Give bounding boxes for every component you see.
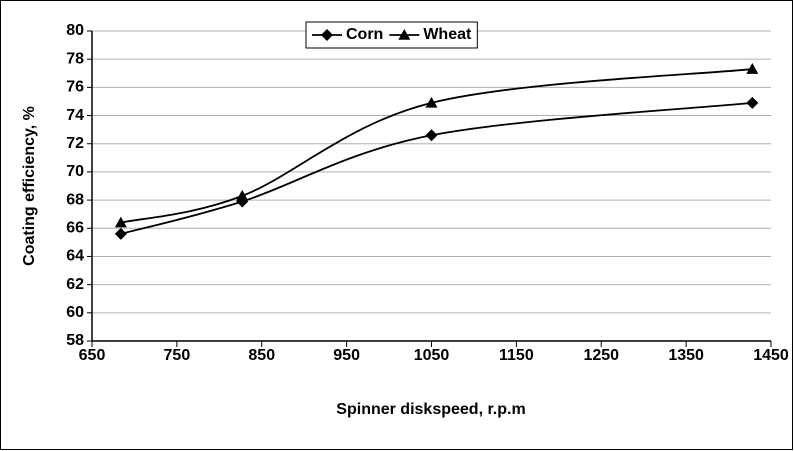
x-tick-label: 1150 [499, 347, 534, 364]
y-tick-label: 74 [66, 107, 84, 124]
legend-marker [321, 29, 333, 41]
series-line [120, 101, 753, 235]
data-point [746, 96, 759, 109]
data-point [425, 96, 438, 108]
data-point [114, 227, 127, 240]
data-point [425, 129, 438, 142]
y-tick-label: 60 [66, 304, 84, 321]
y-tick-label: 72 [66, 135, 84, 152]
x-tick-label: 1250 [583, 347, 619, 364]
legend-label: Wheat [423, 26, 472, 43]
data-point [236, 189, 249, 201]
y-tick-label: 62 [66, 276, 84, 293]
legend-marker [398, 29, 411, 40]
data-point [746, 63, 759, 74]
data-point [114, 216, 127, 228]
legend-label: Corn [346, 26, 383, 43]
x-tick-label: 650 [79, 347, 106, 364]
x-axis-title: Spinner diskspeed, r.p.m [336, 401, 525, 418]
x-tick-label: 1450 [753, 347, 789, 364]
series-line [120, 68, 753, 224]
y-axis-title: Coating efficiency, % [21, 106, 38, 266]
y-tick-label: 58 [66, 332, 84, 349]
y-tick-label: 68 [66, 191, 84, 208]
x-tick-label: 850 [248, 347, 275, 364]
y-tick-label: 66 [66, 219, 84, 236]
y-tick-label: 80 [66, 22, 84, 39]
y-tick-label: 64 [66, 248, 84, 265]
x-tick-label: 1350 [668, 347, 704, 364]
y-tick-label: 78 [66, 50, 84, 67]
x-tick-label: 1050 [414, 347, 450, 364]
x-tick-label: 750 [164, 347, 191, 364]
x-tick-label: 950 [333, 347, 360, 364]
y-tick-label: 70 [66, 163, 84, 180]
y-tick-label: 76 [66, 79, 84, 96]
